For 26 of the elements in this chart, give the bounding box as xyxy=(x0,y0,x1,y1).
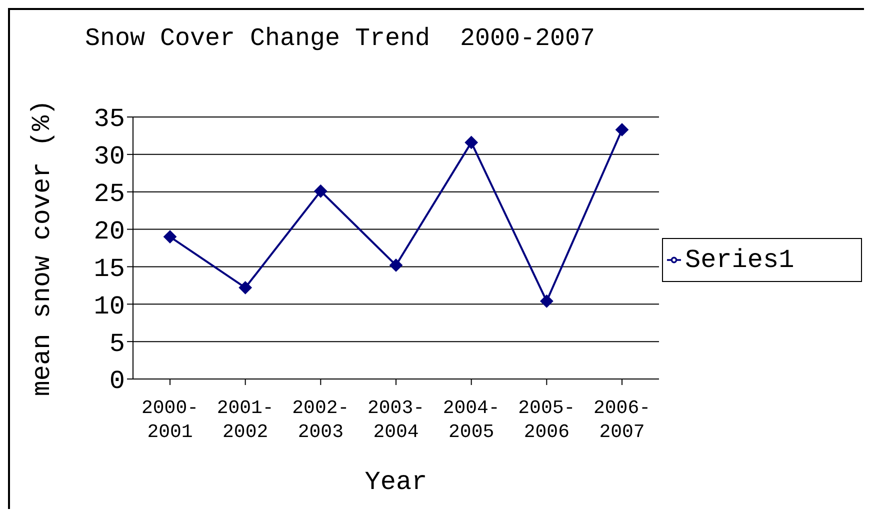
point xyxy=(164,230,176,244)
point xyxy=(314,184,328,198)
y-tick-label: 15 xyxy=(94,254,125,284)
legend-label: Series1 xyxy=(685,244,794,274)
point xyxy=(616,123,628,136)
x-tick-label: 2002-2003 xyxy=(292,397,350,443)
y-tick-label: 35 xyxy=(94,104,125,134)
x-tick-label: 2003-2004 xyxy=(367,397,425,443)
point xyxy=(540,294,554,308)
y-tick-label: 25 xyxy=(94,179,125,210)
x-tick-label: 2006-2007 xyxy=(593,397,651,443)
y-tick-label: 5 xyxy=(109,328,125,359)
point xyxy=(464,136,478,149)
point xyxy=(238,281,252,294)
y-tick-label: 30 xyxy=(94,142,125,172)
x-tick-label: 2000-2001 xyxy=(141,397,199,443)
x-tick-label: 2001-2002 xyxy=(216,397,274,443)
y-tick-label: 20 xyxy=(94,216,125,247)
chart-title: Snow Cover Change Trend 2000-2007 xyxy=(84,24,596,53)
y-tick-label: 10 xyxy=(94,291,125,322)
y-axis-title: mean snow cover (%) xyxy=(27,100,58,396)
x-tick-label: 2004-2005 xyxy=(442,397,500,443)
point xyxy=(390,258,402,272)
x-axis-title: Year xyxy=(364,467,428,497)
x-tick-label: 2005-2006 xyxy=(518,397,576,443)
y-tick-label: 0 xyxy=(109,366,125,396)
